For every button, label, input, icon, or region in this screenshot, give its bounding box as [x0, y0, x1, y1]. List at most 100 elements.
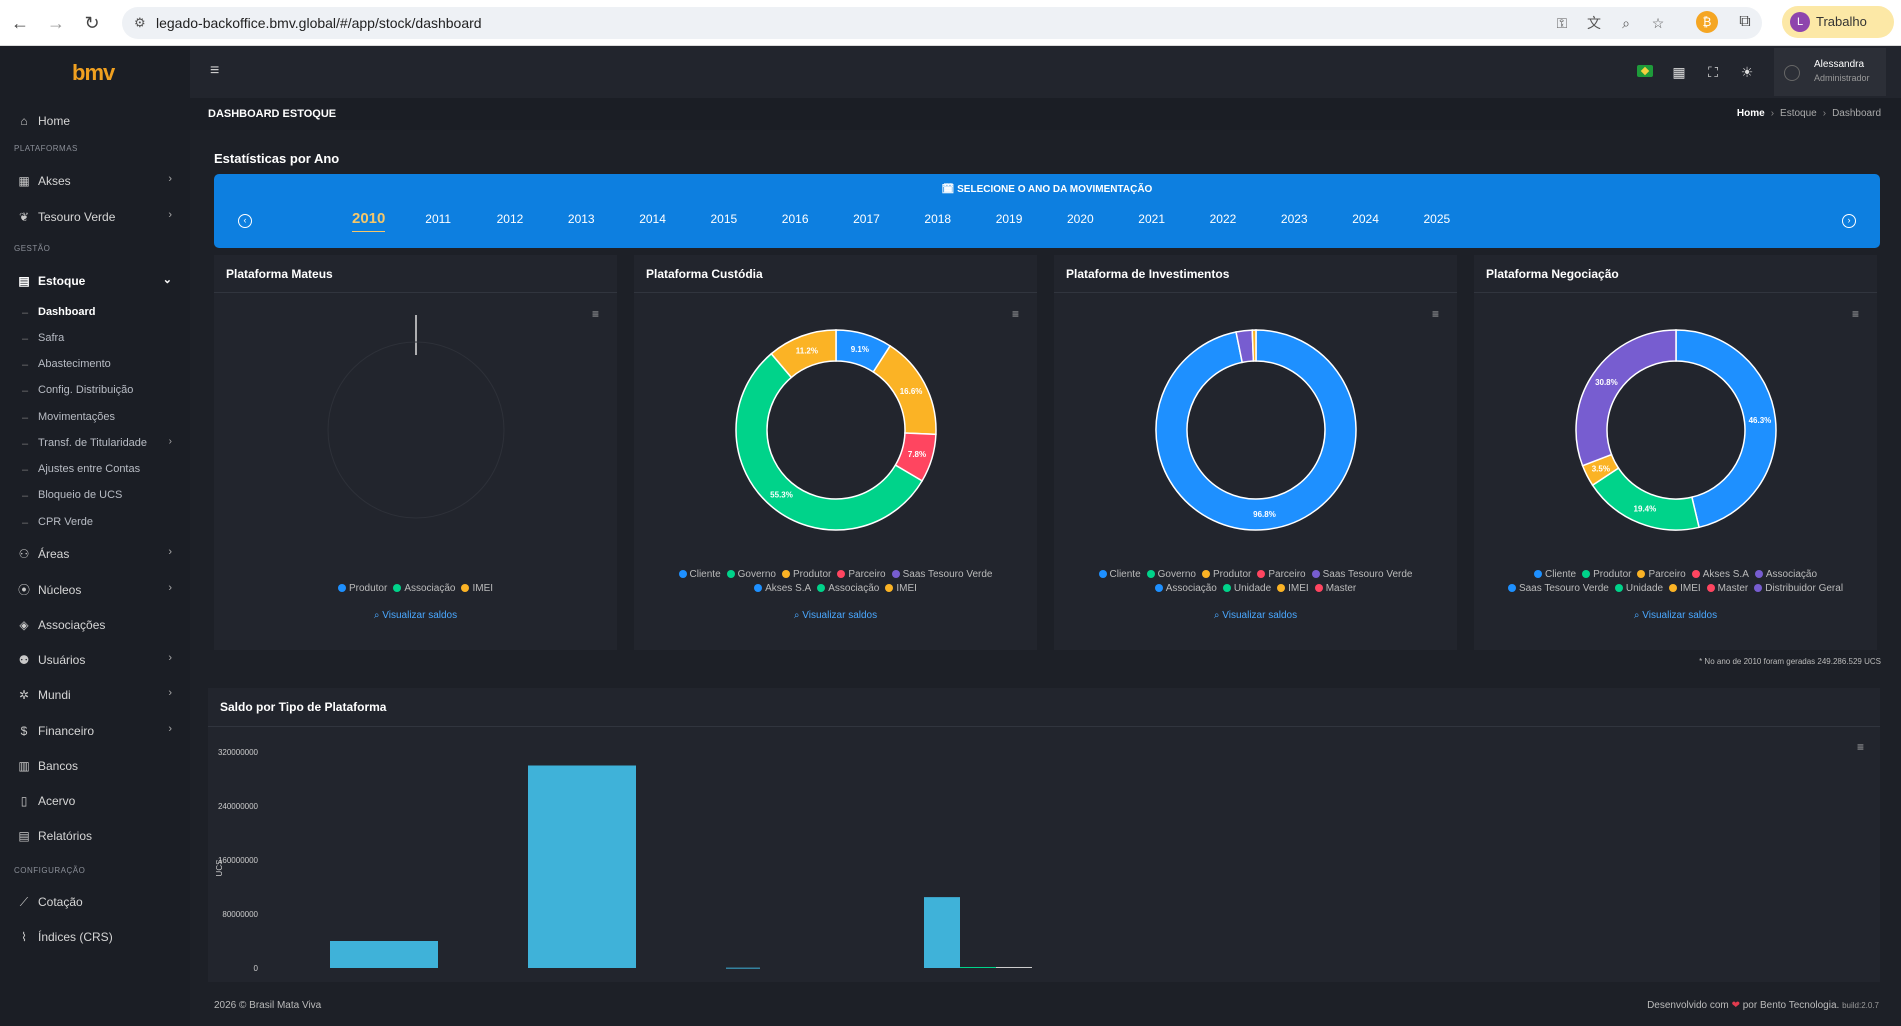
sidebar-sub-config-distribuicao[interactable]: – Config. Distribuição — [0, 379, 190, 401]
donut-slice[interactable] — [1591, 467, 1700, 531]
breadcrumb-estoque[interactable]: Estoque — [1780, 108, 1817, 119]
donut-slice[interactable] — [1575, 329, 1677, 467]
donut-slice[interactable] — [1251, 329, 1257, 362]
sidebar-item-acervo[interactable]: ▯ Acervo — [0, 788, 190, 814]
sidebar-sub-abastecimento[interactable]: – Abastecimento — [0, 353, 190, 375]
url-text[interactable]: legado-backoffice.bmv.global/#/app/stock… — [156, 15, 482, 31]
year-2025[interactable]: 2025 — [1423, 212, 1451, 226]
bar[interactable] — [726, 967, 760, 969]
legend-item[interactable]: Associação — [1754, 568, 1817, 582]
extension-icon[interactable]: ₿ — [1696, 11, 1718, 33]
prev-year-icon[interactable]: ‹ — [238, 214, 252, 228]
sidebar-sub-transf-titularidade[interactable]: – Transf. de Titularidade › — [0, 432, 190, 454]
site-info-icon[interactable]: ⚙ — [134, 15, 146, 30]
sidebar-sub-dashboard[interactable]: – Dashboard — [0, 301, 190, 323]
legend-item[interactable]: Produtor — [1202, 568, 1251, 582]
sidebar-sub-safra[interactable]: – Safra — [0, 327, 190, 349]
sidebar-item-areas[interactable]: ⚇ Áreas › — [0, 541, 190, 567]
sidebar-item-associacoes[interactable]: ◈ Associações — [0, 612, 190, 638]
sidebar-sub-ajustes-contas[interactable]: – Ajustes entre Contas — [0, 458, 190, 480]
year-2017[interactable]: 2017 — [853, 212, 880, 226]
year-2018[interactable]: 2018 — [924, 212, 952, 226]
sidebar-item-nucleos[interactable]: ⦿ Núcleos › — [0, 577, 190, 603]
legend-item[interactable]: Master — [1706, 582, 1748, 596]
fullscreen-icon[interactable]: ⛶ — [1708, 64, 1718, 80]
year-2022[interactable]: 2022 — [1209, 212, 1237, 226]
address-bar[interactable]: ⚙ legado-backoffice.bmv.global/#/app/sto… — [122, 7, 1762, 39]
sidebar-sub-bloqueio-ucs[interactable]: – Bloqueio de UCS — [0, 484, 190, 506]
year-2016[interactable]: 2016 — [781, 212, 809, 226]
back-icon[interactable]: ← — [11, 13, 29, 33]
brazil-flag-icon[interactable] — [1637, 65, 1653, 77]
legend-item[interactable]: Distribuidor Geral — [1754, 582, 1843, 596]
year-2021[interactable]: 2021 — [1138, 212, 1165, 226]
visualizar-saldos-link[interactable]: ⌕ Visualizar saldos — [373, 610, 458, 621]
sidebar-item-bancos[interactable]: ▥ Bancos — [0, 753, 190, 779]
legend-item[interactable]: Associação — [817, 582, 879, 596]
translate-icon[interactable]: 文 — [1587, 15, 1601, 31]
legend-item[interactable]: Master — [1314, 582, 1356, 596]
sidebar-item-cotacao[interactable]: ⟋ Cotação — [0, 889, 190, 915]
year-2011[interactable]: 2011 — [425, 212, 452, 226]
legend-item[interactable]: Associação — [393, 582, 455, 596]
bmv-logo[interactable]: bmv — [72, 60, 115, 85]
sidebar-item-tesouro-verde[interactable]: ❦ Tesouro Verde › — [0, 204, 190, 230]
bar[interactable] — [330, 941, 438, 968]
menu-toggle-icon[interactable]: ≡ — [210, 62, 220, 79]
hamburger-menu-icon[interactable]: ≡ — [1431, 307, 1439, 321]
legend-item[interactable]: Produtor — [1582, 568, 1631, 582]
breadcrumb-home[interactable]: Home — [1736, 108, 1765, 119]
legend-item[interactable]: Unidade — [1222, 582, 1271, 596]
credit-company[interactable]: por Bento Tecnologia. — [1742, 1000, 1840, 1011]
sidebar-item-indices[interactable]: ⌇ Índices (CRS) — [0, 924, 190, 950]
legend-item[interactable]: Associação — [1154, 582, 1217, 596]
theme-sun-icon[interactable]: ☀ — [1740, 64, 1754, 80]
forward-icon[interactable]: → — [47, 13, 65, 33]
year-2024[interactable]: 2024 — [1352, 212, 1379, 226]
sidebar-item-financeiro[interactable]: $ Financeiro › — [0, 718, 190, 744]
legend-item[interactable]: Parceiro — [1257, 568, 1306, 582]
bar[interactable] — [924, 897, 960, 968]
year-2023[interactable]: 2023 — [1280, 212, 1308, 226]
donut-slice[interactable] — [770, 329, 837, 379]
legend-item[interactable]: Saas Tesouro Verde — [1311, 568, 1413, 582]
hamburger-menu-icon[interactable]: ≡ — [1851, 307, 1859, 321]
extensions-puzzle-icon[interactable]: ⧉ — [1739, 13, 1751, 30]
bar[interactable] — [996, 966, 1032, 968]
legend-item[interactable]: Produtor — [337, 582, 387, 596]
hamburger-menu-icon[interactable]: ≡ — [1011, 307, 1019, 321]
legend-item[interactable]: Parceiro — [1637, 568, 1686, 582]
legend-item[interactable]: IMEI — [1277, 582, 1309, 596]
sidebar-item-estoque[interactable]: ▤ Estoque ⌄ — [0, 268, 190, 294]
legend-item[interactable]: Cliente — [1098, 568, 1141, 582]
year-2020[interactable]: 2020 — [1067, 212, 1094, 226]
hamburger-menu-icon[interactable]: ≡ — [1856, 740, 1864, 754]
zoom-icon[interactable]: ⌕ — [1622, 15, 1630, 31]
legend-item[interactable]: Akses S.A — [1691, 568, 1749, 582]
visualizar-saldos-link[interactable]: ⌕ Visualizar saldos — [1213, 610, 1298, 621]
legend-item[interactable]: IMEI — [885, 582, 917, 596]
donut-slice[interactable] — [1155, 329, 1357, 531]
profile-chip[interactable]: L Trabalho — [1782, 6, 1894, 38]
next-year-icon[interactable]: › — [1842, 214, 1856, 228]
legend-item[interactable]: IMEI — [461, 582, 493, 596]
visualizar-saldos-link[interactable]: ⌕ Visualizar saldos — [793, 610, 878, 621]
year-2014[interactable]: 2014 — [639, 212, 666, 226]
sidebar-sub-cpr-verde[interactable]: – CPR Verde — [0, 511, 190, 533]
legend-item[interactable]: Cliente — [678, 568, 721, 582]
sidebar-item-mundi[interactable]: ✲ Mundi › — [0, 682, 190, 708]
legend-item[interactable]: Saas Tesouro Verde — [1507, 582, 1609, 596]
sidebar-item-akses[interactable]: ▦ Akses › — [0, 168, 190, 194]
legend-item[interactable]: Governo — [1146, 568, 1196, 582]
legend-item[interactable]: Governo — [726, 568, 776, 582]
legend-item[interactable]: Akses S.A — [754, 582, 811, 596]
donut-slice[interactable] — [735, 352, 924, 531]
legend-item[interactable]: Parceiro — [837, 568, 886, 582]
donut-slice[interactable] — [1675, 329, 1777, 529]
sidebar-item-home[interactable]: ⌂ Home — [0, 108, 190, 134]
year-2010[interactable]: 2010 — [352, 210, 386, 232]
bar[interactable] — [960, 966, 996, 968]
reload-icon[interactable]: ↻ — [84, 13, 100, 33]
year-2013[interactable]: 2013 — [567, 212, 595, 226]
legend-item[interactable]: IMEI — [1669, 582, 1701, 596]
